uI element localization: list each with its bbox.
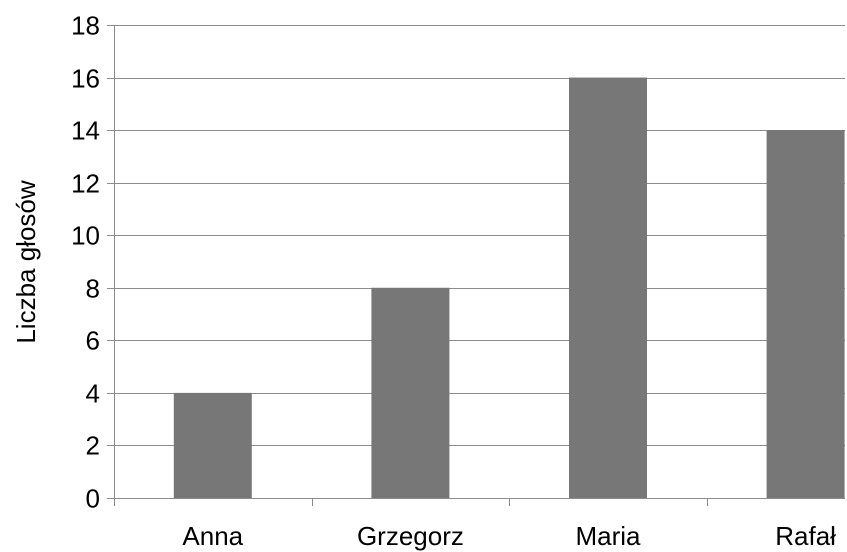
x-tick-label: Grzegorz [357, 521, 464, 551]
y-tick-label: 2 [86, 431, 100, 461]
x-tick-label: Rafał [775, 521, 836, 551]
y-tick-label: 4 [86, 379, 100, 409]
x-tick-label: Maria [575, 521, 641, 551]
y-tick-label: 14 [71, 116, 100, 146]
x-tick-labels: Anna Grzegorz Maria Rafał [182, 521, 836, 551]
y-tick-label: 16 [71, 64, 100, 94]
gridlines [114, 25, 845, 446]
x-tick-label: Anna [182, 521, 243, 551]
bar-rafał [766, 130, 845, 498]
y-axis-title: Liczba głosów [11, 180, 41, 344]
y-tick-labels: 0 2 4 6 8 10 12 14 16 18 [71, 11, 100, 514]
bar-anna [173, 392, 252, 498]
y-tick-label: 18 [71, 11, 100, 41]
bar-grzegorz [371, 287, 450, 498]
bar-maria [569, 77, 647, 499]
axes [107, 25, 845, 506]
y-tick-label: 10 [71, 221, 100, 251]
y-tick-label: 0 [86, 484, 100, 514]
y-tick-label: 6 [86, 326, 100, 356]
bars [173, 77, 845, 499]
y-tick-label: 12 [71, 169, 100, 199]
y-tick-label: 8 [86, 274, 100, 304]
